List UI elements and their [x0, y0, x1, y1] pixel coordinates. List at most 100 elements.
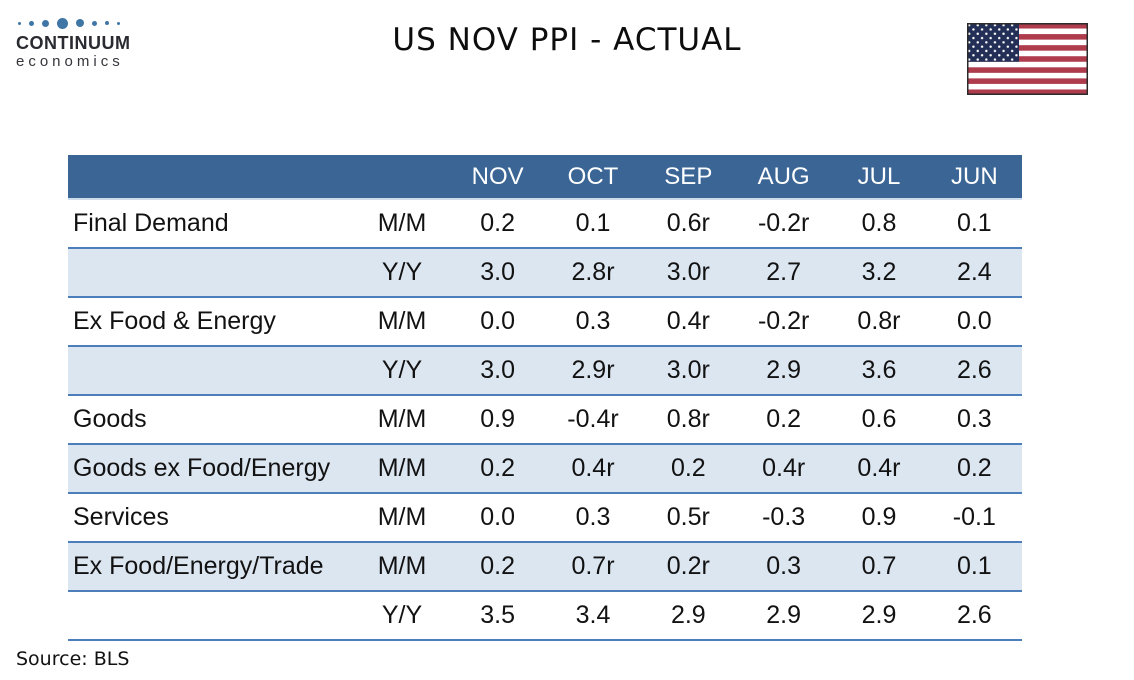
data-cell: 3.5 [450, 591, 546, 641]
data-cell: 0.8 [831, 199, 927, 249]
data-cell: 0.9 [831, 493, 927, 543]
data-cell: 0.3 [735, 542, 832, 592]
logo-dot [92, 20, 97, 26]
table-row: Y/Y 3.0 2.9r 3.0r 2.9 3.6 2.6 [68, 346, 1022, 396]
data-cell: 2.9 [735, 591, 832, 641]
logo-dot [76, 19, 84, 27]
header-row: NOV OCT SEP AUG JUL JUN [68, 155, 1022, 200]
data-cell: 0.6r [640, 199, 736, 249]
data-cell: 0.4r [640, 297, 736, 347]
column-header: JUL [831, 155, 927, 200]
column-header [68, 155, 354, 200]
data-cell: -0.1 [926, 493, 1022, 543]
data-cell: 3.2 [831, 248, 927, 298]
us-flag-icon [967, 23, 1088, 95]
data-cell: 0.9 [450, 395, 546, 445]
continuum-dots-icon [18, 16, 166, 30]
row-label [68, 591, 354, 641]
data-cell: 0.1 [545, 199, 641, 249]
column-header: AUG [735, 155, 832, 200]
column-header [354, 155, 450, 200]
row-label: Goods ex Food/Energy [68, 444, 354, 494]
logo-dot [29, 20, 34, 26]
data-cell: 0.4r [735, 444, 832, 494]
data-cell: 0.3 [545, 297, 641, 347]
table-row: Y/Y 3.0 2.8r 3.0r 2.7 3.2 2.4 [68, 248, 1022, 298]
page-title: US NOV PPI - ACTUAL [392, 22, 742, 58]
data-cell: 3.0 [450, 248, 546, 298]
data-cell: 0.2 [735, 395, 832, 445]
data-cell: 0.5r [640, 493, 736, 543]
logo-dot [57, 17, 68, 29]
row-freq: M/M [354, 493, 450, 543]
data-cell: 2.7 [735, 248, 832, 298]
row-label: Ex Food/Energy/Trade [68, 542, 354, 592]
data-cell: 0.2 [450, 199, 546, 249]
row-freq: M/M [354, 199, 450, 249]
row-freq: M/M [354, 395, 450, 445]
table-row: Final Demand M/M 0.2 0.1 0.6r -0.2r 0.8 … [68, 199, 1022, 249]
row-label: Final Demand [68, 199, 354, 249]
column-header: SEP [640, 155, 736, 200]
row-freq: Y/Y [354, 346, 450, 396]
table-row: Ex Food & Energy M/M 0.0 0.3 0.4r -0.2r … [68, 297, 1022, 347]
data-cell: 0.8r [640, 395, 736, 445]
column-header: JUN [926, 155, 1022, 200]
logo-wordmark: CONTINUUM [16, 33, 131, 53]
data-cell: 0.4r [545, 444, 641, 494]
data-cell: 0.2r [640, 542, 736, 592]
data-cell: 2.4 [926, 248, 1022, 298]
column-header: OCT [545, 155, 641, 200]
row-freq: Y/Y [354, 248, 450, 298]
table-row: Ex Food/Energy/Trade M/M 0.2 0.7r 0.2r 0… [68, 542, 1022, 592]
row-freq: M/M [354, 444, 450, 494]
data-cell: 3.0r [640, 346, 736, 396]
data-cell: 0.1 [926, 199, 1022, 249]
logo-dot [18, 21, 21, 25]
data-cell: 0.0 [450, 493, 546, 543]
data-cell: -0.4r [545, 395, 641, 445]
row-freq: Y/Y [354, 591, 450, 641]
data-cell: 2.6 [926, 346, 1022, 396]
table-row: Services M/M 0.0 0.3 0.5r -0.3 0.9 -0.1 [68, 493, 1022, 543]
row-label: Ex Food & Energy [68, 297, 354, 347]
data-cell: 2.9r [545, 346, 641, 396]
data-cell: 3.0 [450, 346, 546, 396]
data-cell: 3.4 [545, 591, 641, 641]
data-cell: 3.6 [831, 346, 927, 396]
data-cell: 0.2 [450, 542, 546, 592]
data-cell: 0.7 [831, 542, 927, 592]
row-label [68, 248, 354, 298]
table-row: Goods M/M 0.9 -0.4r 0.8r 0.2 0.6 0.3 [68, 395, 1022, 445]
data-cell: 0.7r [545, 542, 641, 592]
data-cell: 0.4r [831, 444, 927, 494]
data-cell: 2.9 [735, 346, 832, 396]
column-header: NOV [450, 155, 546, 200]
data-cell: -0.3 [735, 493, 832, 543]
data-cell: 3.0r [640, 248, 736, 298]
logo-dot [42, 19, 49, 27]
data-cell: 2.8r [545, 248, 641, 298]
data-cell: 0.2 [640, 444, 736, 494]
data-cell: 0.8r [831, 297, 927, 347]
data-cell: 2.9 [831, 591, 927, 641]
data-cell: 0.2 [450, 444, 546, 494]
data-cell: 2.9 [640, 591, 736, 641]
table-row: Goods ex Food/Energy M/M 0.2 0.4r 0.2 0.… [68, 444, 1022, 494]
data-cell: 2.6 [926, 591, 1022, 641]
logo-dot [117, 21, 120, 25]
data-cell: 0.6 [831, 395, 927, 445]
source-note: Source: BLS [16, 648, 130, 670]
data-cell: 0.0 [926, 297, 1022, 347]
table-row: Y/Y 3.5 3.4 2.9 2.9 2.9 2.6 [68, 591, 1022, 641]
data-cell: 0.3 [926, 395, 1022, 445]
data-cell: -0.2r [735, 199, 832, 249]
row-label [68, 346, 354, 396]
logo-subtitle: economics [16, 52, 124, 70]
data-cell: -0.2r [735, 297, 832, 347]
ppi-data-table: NOV OCT SEP AUG JUL JUN Final Demand M/M… [68, 155, 1022, 641]
logo-dot [105, 21, 109, 25]
row-label: Goods [68, 395, 354, 445]
continuum-logo: CONTINUUM economics [16, 14, 166, 70]
data-cell: 0.3 [545, 493, 641, 543]
